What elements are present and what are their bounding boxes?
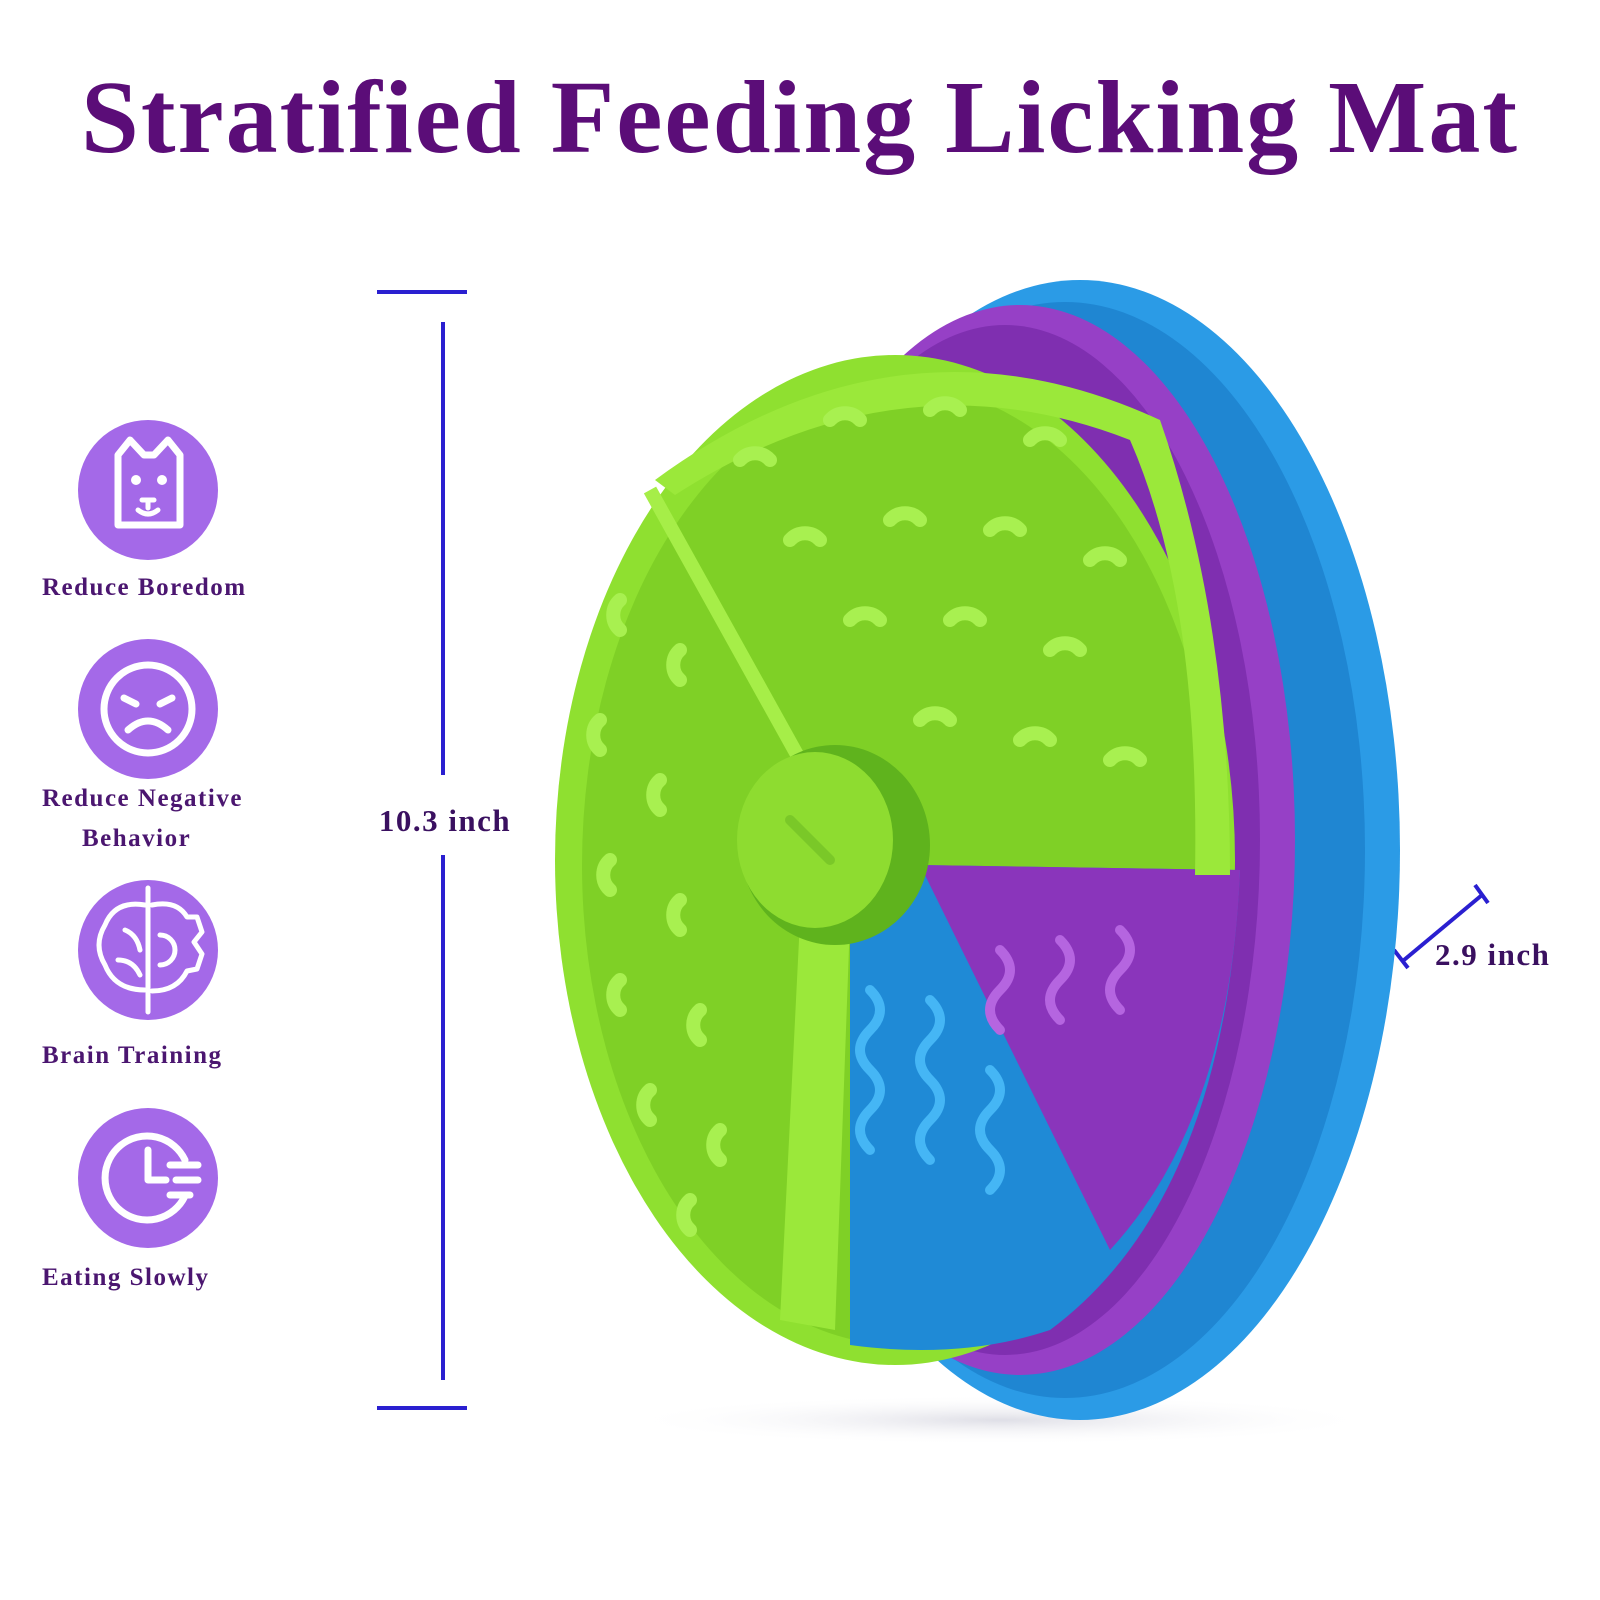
title: Stratified Feeding Licking Mat xyxy=(81,60,1519,175)
feature-label: Eating Slowly xyxy=(42,1264,209,1291)
feature-icon xyxy=(78,420,218,560)
feature-label: Brain Training xyxy=(42,1042,223,1069)
feature-icon xyxy=(78,880,218,1020)
feature-label: Behavior xyxy=(82,825,191,852)
feature-icon xyxy=(78,1108,218,1248)
feature-label: Reduce Negative xyxy=(42,785,243,812)
feature-icon xyxy=(78,639,218,779)
depth-measure xyxy=(1392,883,1490,970)
height-label: 10.3 inch xyxy=(379,803,511,838)
product-image xyxy=(555,280,1400,1445)
height-measure xyxy=(377,290,467,1410)
depth-label: 2.9 inch xyxy=(1435,937,1550,972)
feature-label: Reduce Boredom xyxy=(42,574,247,601)
